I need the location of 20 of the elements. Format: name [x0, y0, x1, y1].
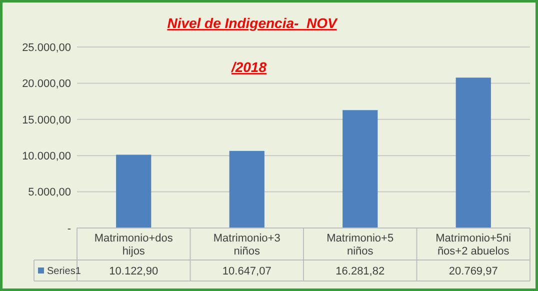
- y-tick-label: 25.000,00: [22, 42, 71, 54]
- bar: [456, 78, 491, 228]
- bar: [342, 110, 378, 228]
- x-tick-label: Matrimonio+3 niños: [213, 232, 280, 258]
- data-label: 16.281,82: [336, 265, 385, 278]
- y-tick-label: 20.000,00: [22, 78, 71, 90]
- x-tick-label: Matrimonio+5 niños: [326, 232, 394, 258]
- bar: [116, 154, 152, 228]
- y-tick-label: 10.000,00: [22, 150, 71, 162]
- x-tick-label: Matrimonio+5niños+2 abuelos: [436, 232, 512, 258]
- y-tick-label: 5.000,00: [28, 186, 71, 199]
- x-tick-label: Matrimonio+dos hijos: [94, 232, 174, 258]
- data-label: 10.647,07: [222, 265, 272, 278]
- data-label: 10.122,90: [109, 265, 158, 278]
- legend-label: Series1: [47, 266, 82, 277]
- y-tick-label: 15.000,00: [22, 114, 71, 126]
- chart-title: Nivel de Indigencia- NOV /2018: [167, 15, 337, 75]
- data-label: 20.769,97: [448, 265, 498, 278]
- y-tick-label: -: [67, 222, 72, 235]
- bar: [229, 150, 264, 228]
